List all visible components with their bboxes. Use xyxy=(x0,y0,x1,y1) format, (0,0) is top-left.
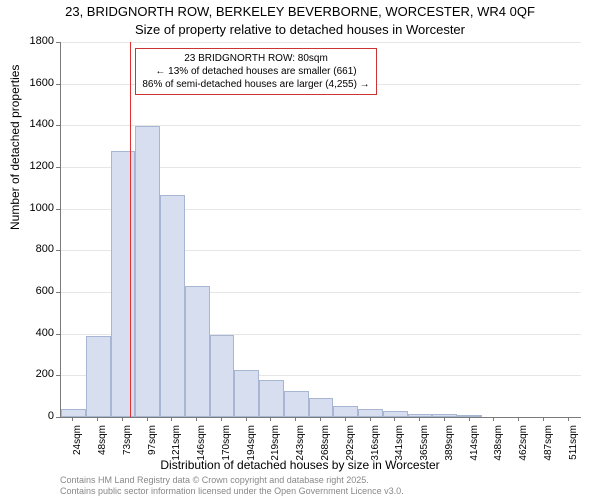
histogram-bar xyxy=(284,391,309,417)
x-tick-mark xyxy=(444,417,445,421)
y-tick-mark xyxy=(56,334,60,335)
x-axis-label: Distribution of detached houses by size … xyxy=(0,458,600,472)
footer-line1: Contains HM Land Registry data © Crown c… xyxy=(60,475,404,486)
histogram-bar xyxy=(358,409,383,417)
y-tick-label: 600 xyxy=(14,285,54,297)
x-tick-mark xyxy=(394,417,395,421)
annotation-line1: 23 BRIDGNORTH ROW: 80sqm xyxy=(142,52,369,65)
histogram-bar xyxy=(61,409,86,417)
histogram-bar xyxy=(210,335,235,417)
histogram-bar xyxy=(309,398,334,417)
chart-container: 23, BRIDGNORTH ROW, BERKELEY BEVERBORNE,… xyxy=(0,0,600,500)
histogram-bar xyxy=(234,370,259,417)
footer-line2: Contains public sector information licen… xyxy=(60,486,404,497)
y-tick-mark xyxy=(56,42,60,43)
y-tick-mark xyxy=(56,375,60,376)
y-tick-mark xyxy=(56,125,60,126)
y-tick-label: 0 xyxy=(14,410,54,422)
y-tick-mark xyxy=(56,292,60,293)
histogram-bar xyxy=(457,415,482,417)
x-tick-mark xyxy=(97,417,98,421)
x-tick-mark xyxy=(370,417,371,421)
y-tick-label: 200 xyxy=(14,368,54,380)
x-tick-mark xyxy=(320,417,321,421)
histogram-bar xyxy=(111,151,136,417)
y-tick-label: 1800 xyxy=(14,35,54,47)
histogram-bar xyxy=(185,286,210,417)
x-tick-mark xyxy=(196,417,197,421)
histogram-bar xyxy=(259,380,284,418)
y-tick-mark xyxy=(56,250,60,251)
x-tick-mark xyxy=(147,417,148,421)
x-tick-mark xyxy=(246,417,247,421)
x-tick-mark xyxy=(171,417,172,421)
chart-title-line2: Size of property relative to detached ho… xyxy=(0,22,600,37)
x-tick-mark xyxy=(419,417,420,421)
plot-area: 23 BRIDGNORTH ROW: 80sqm← 13% of detache… xyxy=(60,42,581,418)
histogram-bar xyxy=(86,336,111,417)
x-tick-mark xyxy=(270,417,271,421)
x-tick-mark xyxy=(469,417,470,421)
x-tick-mark xyxy=(493,417,494,421)
histogram-bar xyxy=(135,126,160,417)
x-tick-mark xyxy=(518,417,519,421)
y-tick-mark xyxy=(56,209,60,210)
y-tick-label: 1000 xyxy=(14,202,54,214)
annotation-line3: 86% of semi-detached houses are larger (… xyxy=(142,78,369,91)
y-tick-label: 1600 xyxy=(14,77,54,89)
histogram-bar xyxy=(333,406,358,417)
chart-title-line1: 23, BRIDGNORTH ROW, BERKELEY BEVERBORNE,… xyxy=(0,4,600,19)
x-tick-mark xyxy=(295,417,296,421)
x-tick-mark xyxy=(543,417,544,421)
y-tick-label: 400 xyxy=(14,327,54,339)
y-tick-mark xyxy=(56,84,60,85)
annotation-line2: ← 13% of detached houses are smaller (66… xyxy=(142,65,369,78)
y-tick-label: 800 xyxy=(14,243,54,255)
x-tick-mark xyxy=(345,417,346,421)
histogram-bar xyxy=(160,195,185,417)
footer-attribution: Contains HM Land Registry data © Crown c… xyxy=(60,475,404,497)
x-tick-mark xyxy=(221,417,222,421)
y-tick-mark xyxy=(56,417,60,418)
y-tick-label: 1200 xyxy=(14,160,54,172)
gridline xyxy=(61,42,581,43)
histogram-bar xyxy=(432,414,457,417)
x-tick-mark xyxy=(72,417,73,421)
x-tick-mark xyxy=(122,417,123,421)
y-tick-mark xyxy=(56,167,60,168)
property-marker-line xyxy=(130,42,131,417)
x-tick-mark xyxy=(568,417,569,421)
y-tick-label: 1400 xyxy=(14,118,54,130)
annotation-box: 23 BRIDGNORTH ROW: 80sqm← 13% of detache… xyxy=(135,48,376,95)
